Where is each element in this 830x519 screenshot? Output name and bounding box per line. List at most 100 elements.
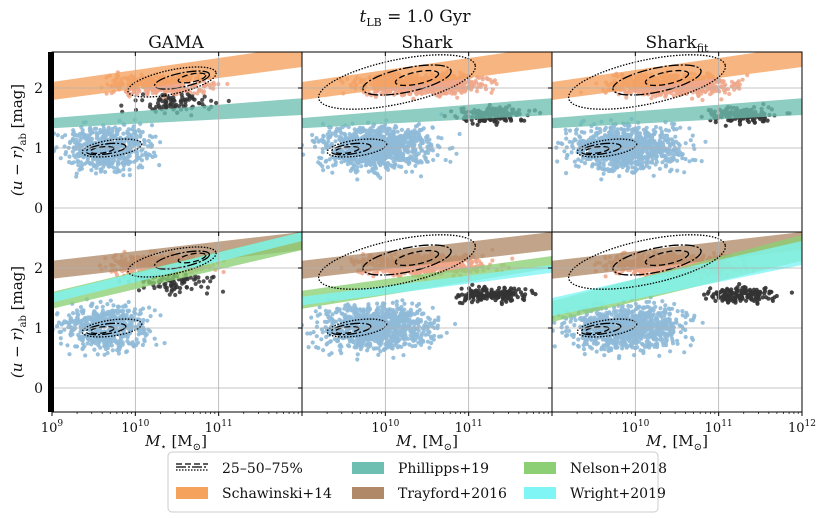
hexbin-cell — [494, 81, 499, 87]
hexbin-cell — [413, 148, 418, 153]
hexbin-cell — [564, 131, 569, 136]
ylabel-sub: ab — [18, 315, 29, 327]
contour-blue-50 — [580, 142, 622, 156]
hexbin-cell — [410, 169, 415, 174]
hexbin-cell — [368, 132, 373, 138]
hexbin-cell — [179, 92, 184, 97]
hexbin-cell — [62, 144, 67, 149]
hexbin-cell — [564, 145, 569, 150]
hexbin-cell — [378, 152, 383, 157]
hexbin-cell — [700, 97, 705, 103]
hexbin-cell — [470, 121, 475, 126]
hexbin-cell — [491, 117, 496, 122]
hexbin-cell — [630, 165, 635, 170]
hexbin-cell — [621, 155, 626, 160]
hexbin-cell — [174, 88, 179, 93]
hexbin-cell — [134, 133, 139, 138]
hexbin-cell — [640, 87, 646, 92]
hexbin-cell — [327, 157, 332, 162]
hexbin-cell — [659, 129, 664, 134]
hexbin-cell — [600, 167, 605, 172]
hexbin-cell — [114, 132, 119, 137]
hexbin-cell — [667, 141, 673, 146]
band-phillipps — [52, 98, 302, 129]
hexbin-cell — [671, 157, 676, 162]
hexbin-cell — [673, 134, 678, 139]
hexbin-cell — [473, 79, 478, 84]
hexbin-cell — [54, 312, 59, 317]
hexbin-cell — [474, 89, 480, 94]
ylabel-unit: [mag] — [8, 84, 26, 133]
hexbin-cell — [114, 166, 119, 171]
hexbin-cell — [153, 134, 158, 139]
hexbin-cell — [158, 140, 163, 145]
hexbin-cell — [479, 82, 484, 87]
hexbin-cell — [163, 100, 168, 105]
hexbin-cell — [371, 134, 376, 139]
hexbin-cell — [680, 156, 685, 161]
hexbin-cell — [435, 153, 440, 158]
hexbin-cell — [396, 150, 401, 155]
hexbin-cell — [643, 146, 648, 151]
hexbin-cell — [320, 137, 325, 142]
hexbin-cell — [55, 324, 60, 329]
hexbin-cell — [594, 126, 599, 131]
hexbin-cell — [187, 93, 192, 99]
hexbin-cell — [139, 148, 144, 153]
hexbin-cell — [687, 126, 692, 131]
hexbin-cell — [329, 141, 334, 147]
hexbin-cell — [128, 160, 133, 165]
hexbin-cell — [452, 82, 457, 87]
hexbin-cell — [77, 336, 82, 341]
hexbin-cell — [406, 160, 411, 165]
hexbin-cell — [423, 90, 428, 95]
hexbin-cell — [572, 137, 577, 142]
hexbin-cell — [140, 92, 146, 97]
hexbin-cell — [740, 77, 745, 82]
hexbin-cell — [92, 126, 97, 131]
hexbin-cell — [58, 336, 63, 341]
hexbin-cell — [80, 128, 85, 133]
hexbin-cell — [202, 94, 207, 99]
hexbin-cell — [713, 120, 718, 125]
hexbin-cell — [373, 141, 378, 146]
hexbin-cell — [360, 125, 365, 131]
hexbin-cell — [125, 146, 130, 151]
hexbin-cell — [624, 142, 629, 147]
hexbin-cell — [579, 159, 584, 164]
hexbin-cell — [126, 134, 131, 139]
hexbin-cell — [690, 96, 695, 101]
hexbin-cell — [88, 161, 93, 166]
hexbin-cell — [172, 98, 177, 103]
hexbin-cell — [366, 156, 371, 161]
hexbin-cell — [447, 146, 452, 151]
hexbin-cell — [653, 124, 659, 130]
hexbin-cell — [669, 121, 674, 126]
hexbin-cell — [399, 127, 404, 132]
ylabel-main: (u − r) — [8, 327, 26, 378]
hexbin-cell — [599, 177, 604, 182]
hexbin-cell — [462, 89, 467, 94]
hexbin-cell — [77, 134, 82, 139]
hexbin-cell — [355, 177, 360, 182]
hexbin-cell — [657, 166, 662, 171]
panel-plot-area — [552, 52, 802, 232]
hexbin-cell — [423, 150, 428, 155]
hexbin-cell — [609, 167, 614, 172]
hexbin-cell — [384, 149, 389, 154]
hexbin-cell — [70, 132, 75, 137]
hexbin-cell — [359, 164, 364, 169]
hexbin-cell — [490, 87, 495, 92]
hexbin-cell — [112, 141, 117, 147]
hexbin-cell — [372, 161, 377, 166]
hexbin-cell — [114, 128, 119, 134]
hexbin-cell — [119, 103, 124, 108]
hexbin-cell — [581, 155, 586, 160]
hexbin-cell — [58, 156, 63, 161]
hexbin-cell — [152, 336, 157, 341]
hexbin-cell — [691, 143, 696, 148]
hexbin-cell — [103, 312, 108, 317]
hexbin-cell — [658, 126, 663, 131]
hexbin-cell — [589, 129, 594, 134]
hexbin-cell — [607, 154, 612, 159]
